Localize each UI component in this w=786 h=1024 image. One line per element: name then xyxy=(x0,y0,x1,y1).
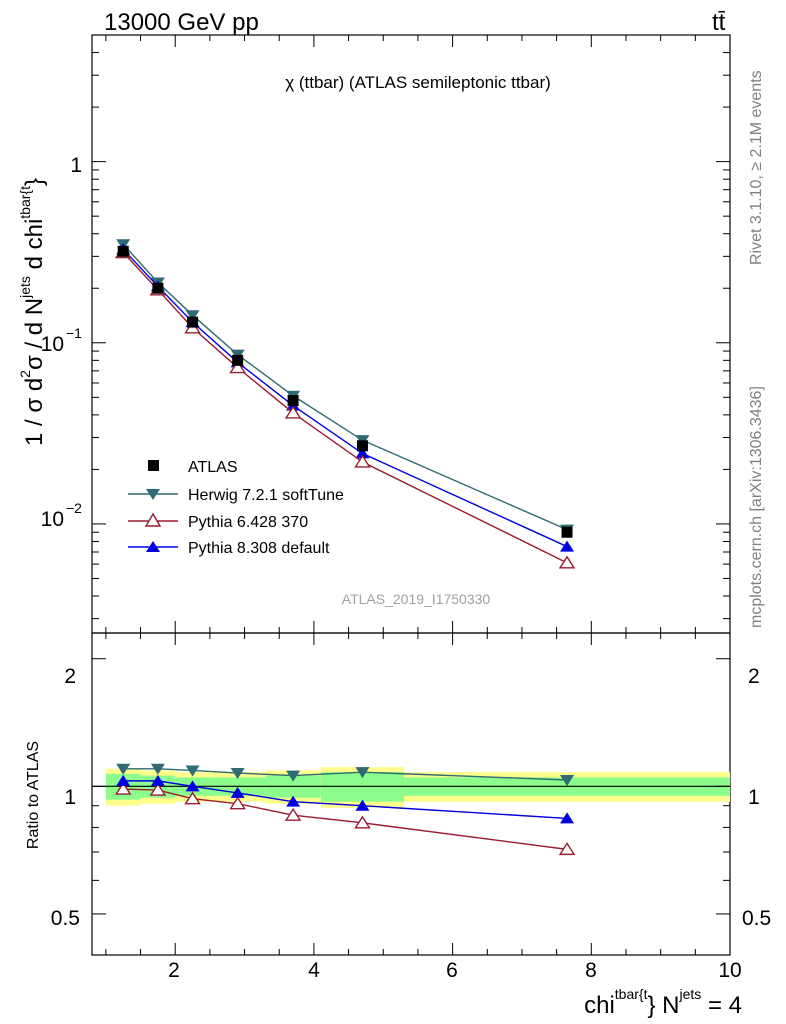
main-point-0-3 xyxy=(232,354,244,366)
ratio-ytick-1-right: 1 xyxy=(748,786,760,809)
main-point-3-6 xyxy=(560,540,575,552)
xtick-8: 8 xyxy=(585,959,597,982)
ratio-point-0-1 xyxy=(150,763,165,775)
ratio-y-axis-label: Ratio to ATLAS xyxy=(25,741,42,849)
legend-marker-atlas xyxy=(148,460,159,471)
ratio-point-1-6 xyxy=(558,842,576,856)
main-ytick-10m2-exp: −2 xyxy=(66,500,82,516)
main-point-2-6 xyxy=(558,555,576,569)
ratio-point-2-0 xyxy=(116,774,131,786)
main-point-3-5 xyxy=(355,447,370,459)
main-ytick-10m1: 10 xyxy=(41,333,64,356)
main-point-0-4 xyxy=(287,395,299,407)
legend-label-pythia8: Pythia 8.308 default xyxy=(188,540,330,557)
legend-label-herwig: Herwig 7.2.1 softTune xyxy=(188,487,344,504)
ratio-ytick-2-left: 2 xyxy=(64,665,76,688)
main-series-group xyxy=(114,239,576,569)
xtick-6: 6 xyxy=(446,959,458,982)
ratio-point-1-1 xyxy=(149,782,167,796)
main-ytick-10m1-exp: −1 xyxy=(66,325,82,341)
legend-label-pythia6: Pythia 6.428 370 xyxy=(188,514,308,531)
plot-title: χ (ttbar) (ATLAS semileptonic ttbar) xyxy=(285,73,551,92)
main-point-0-2 xyxy=(187,316,199,328)
ratio-point-1-5 xyxy=(354,815,371,829)
main-point-0-5 xyxy=(356,440,368,452)
ratio-point-2-1 xyxy=(150,774,165,786)
ratio-point-0-2 xyxy=(185,765,200,777)
process-label: tt̄ xyxy=(712,9,726,36)
mcplots-credit-label: mcplots.cern.ch [arXiv:1306.3436] xyxy=(748,386,765,628)
legend-marker-pythia6 xyxy=(144,512,162,527)
legend: ATLAS Herwig 7.2.1 softTune Pythia 6.428… xyxy=(128,459,344,557)
main-point-1-2 xyxy=(185,310,200,322)
main-point-2-5 xyxy=(354,454,371,468)
xtick-10: 10 xyxy=(718,959,741,982)
ratio-point-1-2 xyxy=(184,791,201,805)
main-point-0-1 xyxy=(152,282,164,294)
main-ytick-10m2: 10 xyxy=(41,508,64,531)
main-point-0-6 xyxy=(561,526,573,538)
ratio-point-0-3 xyxy=(230,768,245,780)
ratio-point-0-5 xyxy=(355,767,370,779)
axis-ticks xyxy=(92,34,731,955)
ratio-point-2-4 xyxy=(286,795,301,807)
legend-marker-pythia8 xyxy=(146,541,160,552)
main-y-axis-label: 1 / σ d2σ / d Njets d chitbar{t} xyxy=(17,178,48,446)
ratio-point-2-5 xyxy=(355,799,370,811)
energy-label: 13000 GeV pp xyxy=(104,9,259,36)
ratio-point-1-0 xyxy=(114,781,132,795)
ratio-point-2-3 xyxy=(230,786,245,798)
main-point-2-4 xyxy=(284,405,302,419)
main-point-0-0 xyxy=(117,245,129,257)
analysis-id-label: ATLAS_2019_I1750330 xyxy=(342,591,491,607)
ratio-ytick-2-right: 2 xyxy=(748,665,760,688)
ratio-point-0-0 xyxy=(116,763,131,775)
ratio-point-2-2 xyxy=(185,780,200,792)
ratio-point-0-4 xyxy=(286,770,301,782)
legend-marker-herwig xyxy=(146,489,160,500)
ratio-point-1-4 xyxy=(284,807,302,821)
ratio-point-1-3 xyxy=(229,796,246,810)
rivet-version-label: Rivet 3.1.10, ≥ 2.1M events xyxy=(748,70,765,265)
xtick-2: 2 xyxy=(168,959,180,982)
ratio-series-group xyxy=(114,763,576,856)
ratio-point-2-6 xyxy=(560,812,575,824)
xtick-4: 4 xyxy=(308,959,320,982)
legend-label-atlas: ATLAS xyxy=(188,459,238,476)
ratio-point-0-6 xyxy=(560,774,575,786)
ratio-ytick-05-left: 0.5 xyxy=(51,907,80,930)
x-axis-label: chitbar{t} Njets = 4 xyxy=(584,986,742,1019)
main-ytick-1: 1 xyxy=(70,154,82,177)
ratio-ytick-05-right: 0.5 xyxy=(742,907,771,930)
main-point-2-3 xyxy=(229,360,246,374)
ratio-ytick-1-left: 1 xyxy=(64,786,76,809)
